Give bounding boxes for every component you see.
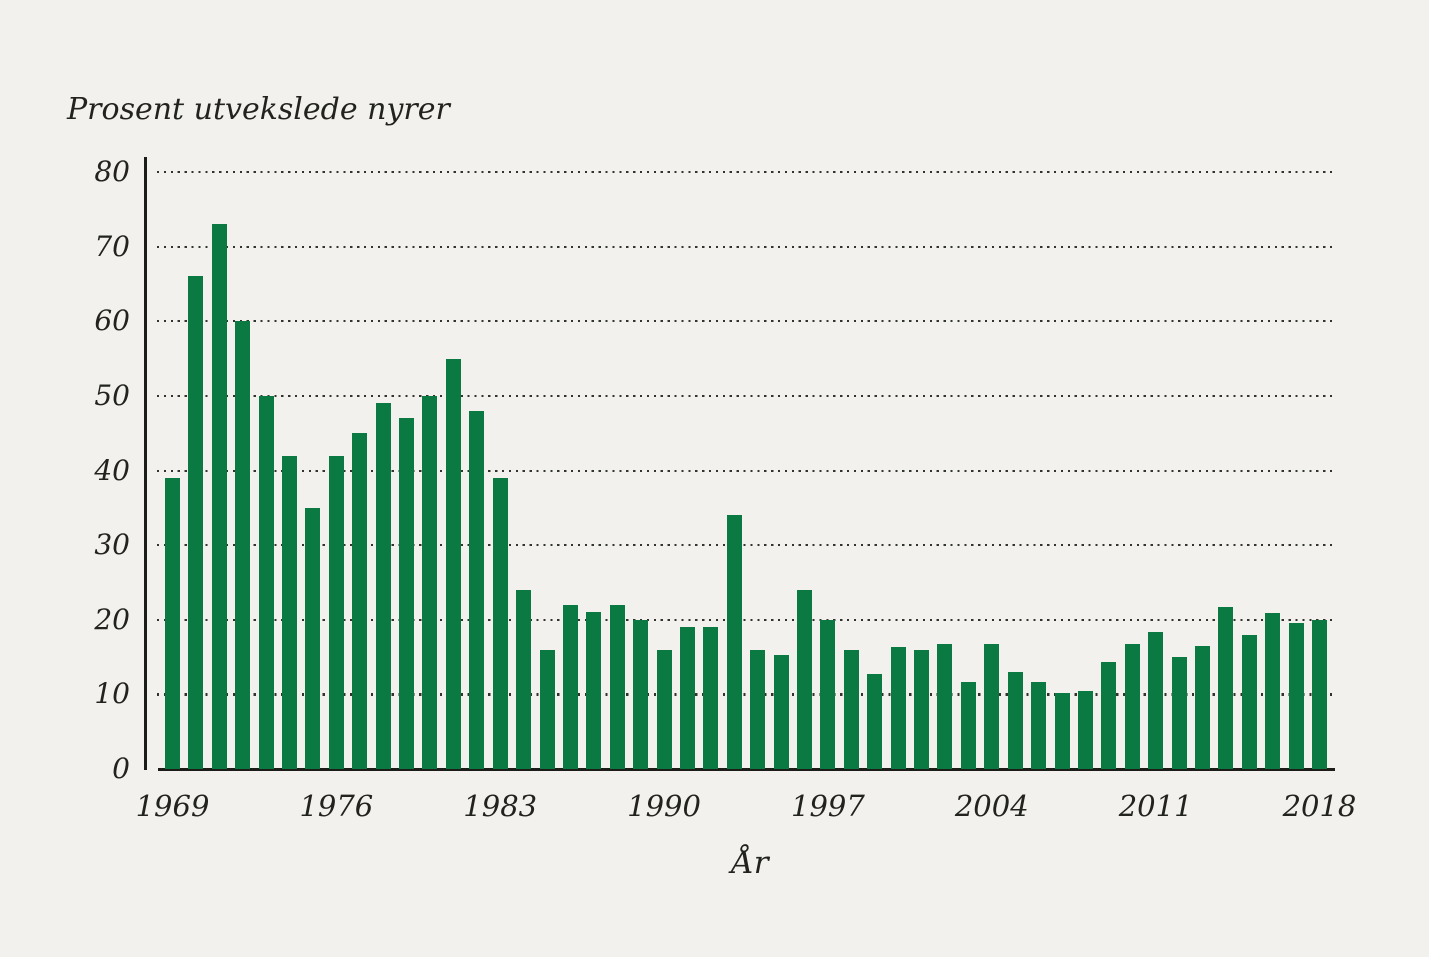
y-tick-label-50: 50 [94, 378, 130, 412]
bar-1980 [422, 395, 438, 769]
bar-1990 [656, 649, 672, 769]
bar-2010 [1124, 644, 1140, 769]
bar-1996 [797, 589, 813, 769]
x-tick-label-1976: 1976 [299, 789, 374, 823]
bar-1970 [188, 276, 204, 769]
bar-2011 [1148, 632, 1164, 769]
gridline-10 [157, 693, 1335, 696]
bar-1982 [469, 410, 485, 769]
y-tick-label-0: 0 [112, 752, 130, 785]
bar-2004 [984, 644, 1000, 769]
bar-2006 [1031, 681, 1047, 769]
bar-2002 [937, 644, 953, 769]
bar-2008 [1077, 690, 1093, 769]
bar-2012 [1171, 657, 1187, 769]
bar-2009 [1101, 662, 1117, 769]
bar-1981 [445, 358, 461, 769]
bar-1994 [750, 649, 766, 769]
bar-2016 [1265, 613, 1281, 769]
gridline-20 [157, 618, 1335, 621]
bar-2014 [1218, 607, 1234, 769]
bar-1997 [820, 619, 836, 769]
x-tick-label-1997: 1997 [791, 789, 865, 823]
bar-1993 [726, 515, 742, 769]
bar-1973 [258, 395, 274, 769]
bar-1969 [165, 477, 180, 769]
gridline-30 [157, 544, 1335, 547]
bar-1978 [375, 403, 391, 769]
bar-2003 [960, 681, 976, 769]
bar-1989 [633, 619, 649, 769]
bar-2017 [1288, 623, 1304, 769]
y-tick-label-20: 20 [94, 602, 130, 636]
y-tick-label-10: 10 [94, 677, 130, 711]
bar-1987 [586, 612, 602, 769]
x-axis-line [158, 768, 1335, 771]
x-tick-label-2004: 2004 [954, 789, 1029, 823]
bar-2018 [1311, 619, 1327, 769]
x-axis-title: År [731, 845, 769, 881]
gridline-70 [157, 245, 1335, 248]
y-tick-label-40: 40 [94, 453, 130, 487]
bar-1974 [282, 455, 298, 769]
bar-1999 [867, 674, 883, 769]
bar-1971 [211, 224, 227, 769]
bar-1983 [492, 477, 508, 769]
bar-1995 [773, 654, 789, 769]
bar-1988 [609, 604, 625, 769]
bar-1976 [328, 455, 344, 769]
gridline-40 [157, 469, 1335, 472]
bar-1986 [562, 604, 578, 769]
bar-1979 [399, 418, 415, 769]
y-tick-label-30: 30 [94, 528, 130, 562]
x-tick-label-1983: 1983 [463, 789, 538, 823]
bar-1985 [539, 649, 555, 769]
bar-1977 [352, 433, 368, 769]
gridline-50 [157, 394, 1335, 398]
gridline-80 [157, 171, 1335, 174]
bar-2013 [1194, 645, 1210, 769]
y-axis-line [144, 157, 147, 770]
bar-1975 [305, 507, 321, 769]
x-tick-label-2018: 2018 [1282, 789, 1357, 823]
bar-1998 [843, 649, 859, 769]
bar-2000 [890, 646, 906, 769]
bar-2001 [914, 649, 930, 769]
x-tick-label-1990: 1990 [627, 789, 701, 823]
bar-1992 [703, 627, 719, 769]
bar-1972 [235, 321, 251, 769]
bar-1991 [679, 627, 695, 769]
chart-title: Prosent utvekslede nyrer [67, 92, 450, 127]
bar-2015 [1241, 635, 1257, 769]
bar-2007 [1054, 692, 1070, 769]
bar-1984 [516, 589, 532, 769]
y-tick-label-60: 60 [94, 304, 130, 338]
y-tick-label-70: 70 [94, 229, 130, 263]
gridline-60 [157, 320, 1335, 323]
y-tick-label-80: 80 [94, 155, 130, 188]
bar-2005 [1007, 671, 1023, 769]
x-tick-label-1969: 1969 [135, 789, 210, 823]
x-tick-label-2011: 2011 [1118, 789, 1193, 823]
